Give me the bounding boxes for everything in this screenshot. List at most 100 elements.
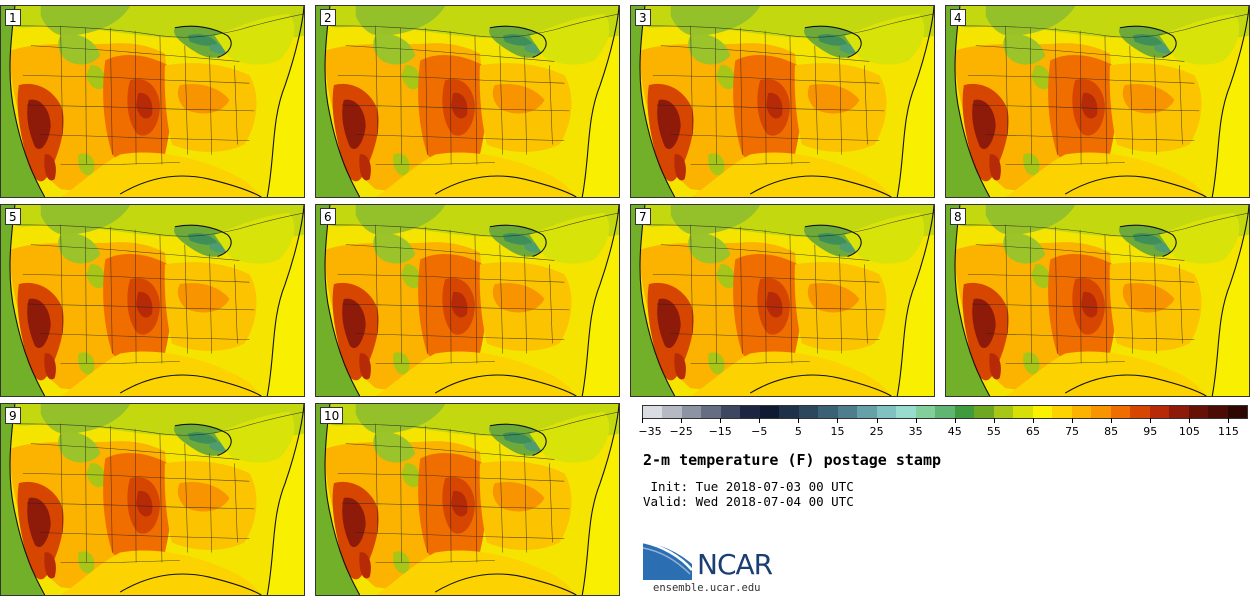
- colorbar-swatch: [1130, 406, 1149, 418]
- colorbar-tick: [1111, 418, 1112, 423]
- member-panel: 1: [0, 5, 305, 198]
- colorbar-tick-label: 45: [948, 425, 962, 438]
- colorbar-tick: [759, 418, 760, 423]
- temperature-map: [946, 6, 1249, 197]
- colorbar-swatch: [701, 406, 720, 418]
- colorbar-tick: [916, 418, 917, 423]
- colorbar: [642, 405, 1248, 419]
- temperature-map: [631, 205, 934, 396]
- temperature-map: [946, 205, 1249, 396]
- colorbar-swatch: [1111, 406, 1130, 418]
- colorbar-swatch: [857, 406, 876, 418]
- member-panel: 6: [315, 204, 620, 397]
- colorbar-tick: [994, 418, 995, 423]
- ncar-logo-text: NCAR: [697, 549, 772, 581]
- colorbar-tick-label: 55: [987, 425, 1001, 438]
- temperature-map: [316, 205, 619, 396]
- colorbar-tick-label: 105: [1179, 425, 1200, 438]
- colorbar-swatch: [955, 406, 974, 418]
- temperature-map: [316, 404, 619, 595]
- colorbar-tick: [1150, 418, 1151, 423]
- member-panel: 7: [630, 204, 935, 397]
- colorbar-ticks: −35 −25 −15 −5 5 15 25 35 45 55 65 75 85 95 105 115: [642, 418, 1248, 438]
- panel-number: 10: [320, 407, 343, 424]
- member-panel: 4: [945, 5, 1250, 198]
- temperature-map: [316, 6, 619, 197]
- colorbar-swatch: [838, 406, 857, 418]
- colorbar-swatch: [1013, 406, 1032, 418]
- colorbar-swatch: [682, 406, 701, 418]
- colorbar-swatch: [1169, 406, 1188, 418]
- colorbar-tick-label: 95: [1143, 425, 1157, 438]
- member-panel: 8: [945, 204, 1250, 397]
- colorbar-swatch: [1033, 406, 1052, 418]
- colorbar-tick-label: 65: [1026, 425, 1040, 438]
- colorbar-swatch: [1208, 406, 1227, 418]
- member-panel: 9: [0, 403, 305, 596]
- colorbar-swatch: [662, 406, 681, 418]
- init-time: Init: Tue 2018-07-03 00 UTC: [643, 479, 854, 494]
- colorbar-tick: [837, 418, 838, 423]
- colorbar-swatch: [799, 406, 818, 418]
- colorbar-tick: [1228, 418, 1229, 423]
- colorbar-tick-label: −25: [669, 425, 692, 438]
- colorbar-tick-label: 15: [830, 425, 844, 438]
- colorbar-swatch: [877, 406, 896, 418]
- panel-number: 2: [320, 9, 336, 26]
- colorbar-tick-label: 25: [870, 425, 884, 438]
- colorbar-tick: [1189, 418, 1190, 423]
- member-panel: 3: [630, 5, 935, 198]
- member-panel: 2: [315, 5, 620, 198]
- colorbar-swatch: [896, 406, 915, 418]
- panel-number: 5: [5, 208, 21, 225]
- colorbar-swatch: [643, 406, 662, 418]
- colorbar-tick: [798, 418, 799, 423]
- colorbar-tick: [642, 418, 643, 423]
- colorbar-swatch: [1052, 406, 1071, 418]
- colorbar-swatch: [779, 406, 798, 418]
- colorbar-tick: [955, 418, 956, 423]
- panel-number: 8: [950, 208, 966, 225]
- colorbar-tick-label: 35: [909, 425, 923, 438]
- colorbar-tick: [1072, 418, 1073, 423]
- member-panel: 5: [0, 204, 305, 397]
- colorbar-swatch: [916, 406, 935, 418]
- colorbar-tick-label: 85: [1104, 425, 1118, 438]
- colorbar-tick: [720, 418, 721, 423]
- panel-number: 6: [320, 208, 336, 225]
- colorbar-swatch: [721, 406, 740, 418]
- panel-number: 7: [635, 208, 651, 225]
- colorbar-tick-label: 115: [1218, 425, 1239, 438]
- colorbar-swatch: [1189, 406, 1208, 418]
- colorbar-swatch: [760, 406, 779, 418]
- temperature-map: [1, 205, 304, 396]
- colorbar-tick-label: −15: [709, 425, 732, 438]
- colorbar-swatch: [974, 406, 993, 418]
- colorbar-tick: [1033, 418, 1034, 423]
- panel-number: 3: [635, 9, 651, 26]
- colorbar-swatch: [1228, 406, 1247, 418]
- temperature-map: [1, 6, 304, 197]
- member-panel: 10: [315, 403, 620, 596]
- colorbar-tick-label: 5: [795, 425, 802, 438]
- colorbar-swatch: [1150, 406, 1169, 418]
- footer-url: ensemble.ucar.edu: [653, 582, 760, 594]
- colorbar-swatch: [1091, 406, 1110, 418]
- colorbar-tick-label: 75: [1065, 425, 1079, 438]
- panel-number: 9: [5, 407, 21, 424]
- colorbar-swatch: [818, 406, 837, 418]
- colorbar-tick: [681, 418, 682, 423]
- temperature-map: [631, 6, 934, 197]
- panel-number: 4: [950, 9, 966, 26]
- colorbar-tick: [877, 418, 878, 423]
- colorbar-swatch: [740, 406, 759, 418]
- valid-time: Valid: Wed 2018-07-04 00 UTC: [643, 494, 854, 509]
- colorbar-tick-label: −35: [638, 425, 661, 438]
- temperature-map: [1, 404, 304, 595]
- figure-title: 2-m temperature (F) postage stamp: [643, 451, 941, 469]
- colorbar-swatch: [1072, 406, 1091, 418]
- panel-number: 1: [5, 9, 21, 26]
- colorbar-swatch: [935, 406, 954, 418]
- colorbar-swatch: [994, 406, 1013, 418]
- colorbar-tick-label: −5: [751, 425, 767, 438]
